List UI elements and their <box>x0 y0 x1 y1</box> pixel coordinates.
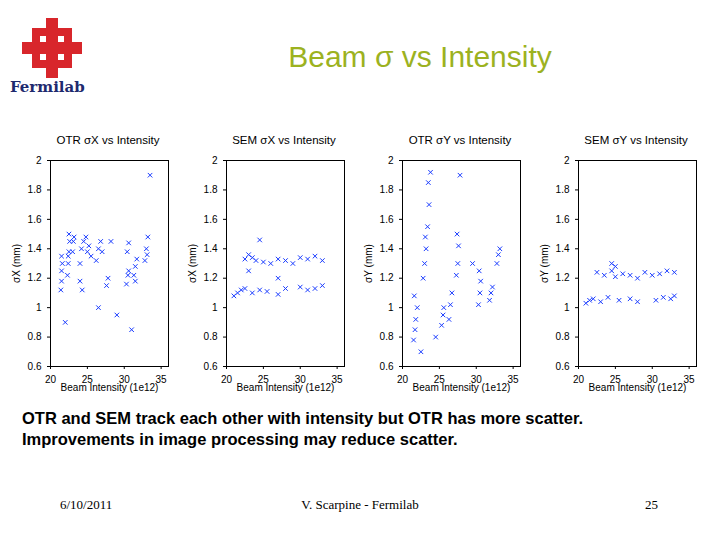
svg-text:1.4: 1.4 <box>556 243 570 254</box>
svg-text:2: 2 <box>564 155 570 166</box>
svg-text:1.2: 1.2 <box>380 272 394 283</box>
svg-text:30: 30 <box>646 373 658 385</box>
html-text:25: 25 <box>645 497 658 512</box>
svg-text:1.6: 1.6 <box>380 214 394 225</box>
html-text:V. Scarpine - Fermilab: V. Scarpine - Fermilab <box>301 497 419 512</box>
svg-text:20: 20 <box>573 374 585 385</box>
html-text:Fermilab: Fermilab <box>10 78 85 96</box>
html-text:OTR σX vs Intensity: OTR σX vs Intensity <box>56 134 160 146</box>
svg-text:20: 20 <box>397 374 409 385</box>
html-text:Improvements in image processi: Improvements in image processing may red… <box>22 430 458 448</box>
svg-text:σY (mm): σY (mm) <box>363 244 374 283</box>
svg-text:0.8: 0.8 <box>556 331 570 342</box>
svg-text:35: 35 <box>155 373 167 385</box>
svg-text:35: 35 <box>507 373 519 385</box>
svg-text:1.2: 1.2 <box>204 272 218 283</box>
svg-text:0.6: 0.6 <box>28 361 42 372</box>
svg-text:35: 35 <box>331 373 343 385</box>
svg-text:1.6: 1.6 <box>556 214 570 225</box>
html-text:OTR and SEM track each other w: OTR and SEM track each other with intens… <box>22 409 584 427</box>
svg-text:1: 1 <box>388 302 394 313</box>
svg-text:σY (mm): σY (mm) <box>539 244 550 283</box>
svg-text:20: 20 <box>45 374 57 385</box>
svg-text:2: 2 <box>36 155 42 166</box>
svg-text:25: 25 <box>257 373 269 385</box>
svg-text:1: 1 <box>212 302 218 313</box>
svg-text:1.4: 1.4 <box>204 243 218 254</box>
svg-text:Beam Intensity (1e12): Beam Intensity (1e12) <box>237 382 335 393</box>
svg-text:1.8: 1.8 <box>556 184 570 195</box>
svg-text:30: 30 <box>470 373 482 385</box>
svg-text:σX (mm): σX (mm) <box>187 244 198 283</box>
svg-text:1.2: 1.2 <box>556 272 570 283</box>
svg-text:0.8: 0.8 <box>28 331 42 342</box>
svg-text:1.8: 1.8 <box>204 184 218 195</box>
svg-text:1.2: 1.2 <box>28 272 42 283</box>
svg-text:Beam Intensity (1e12): Beam Intensity (1e12) <box>589 382 687 393</box>
svg-text:1: 1 <box>36 302 42 313</box>
svg-text:2: 2 <box>212 155 218 166</box>
svg-text:1.8: 1.8 <box>380 184 394 195</box>
svg-text:1.4: 1.4 <box>380 243 394 254</box>
svg-text:0.8: 0.8 <box>380 331 394 342</box>
svg-text:1: 1 <box>564 302 570 313</box>
html-text:Beam σ vs Intensity: Beam σ vs Intensity <box>288 40 552 73</box>
html-text:SEM σX vs Intensity: SEM σX vs Intensity <box>232 134 336 146</box>
svg-text:1.6: 1.6 <box>28 214 42 225</box>
svg-text:0.6: 0.6 <box>556 361 570 372</box>
svg-text:0.8: 0.8 <box>204 331 218 342</box>
svg-text:1.8: 1.8 <box>28 184 42 195</box>
svg-text:25: 25 <box>433 373 445 385</box>
svg-text:35: 35 <box>683 373 695 385</box>
svg-text:Beam Intensity (1e12): Beam Intensity (1e12) <box>61 382 159 393</box>
svg-text:25: 25 <box>81 373 93 385</box>
svg-text:0.6: 0.6 <box>204 361 218 372</box>
svg-text:2: 2 <box>388 155 394 166</box>
svg-text:0.6: 0.6 <box>380 361 394 372</box>
svg-text:30: 30 <box>294 373 306 385</box>
html-text:6/10/2011: 6/10/2011 <box>60 497 113 512</box>
svg-text:1.4: 1.4 <box>28 243 42 254</box>
svg-text:1.6: 1.6 <box>204 214 218 225</box>
svg-text:30: 30 <box>118 373 130 385</box>
svg-text:Beam Intensity (1e12): Beam Intensity (1e12) <box>413 382 511 393</box>
svg-text:25: 25 <box>609 373 621 385</box>
svg-text:σX (mm): σX (mm) <box>11 244 22 283</box>
html-text:SEM σY vs Intensity: SEM σY vs Intensity <box>584 134 688 146</box>
html-text:OTR σY vs Intensity: OTR σY vs Intensity <box>408 134 512 146</box>
svg-text:20: 20 <box>221 374 233 385</box>
